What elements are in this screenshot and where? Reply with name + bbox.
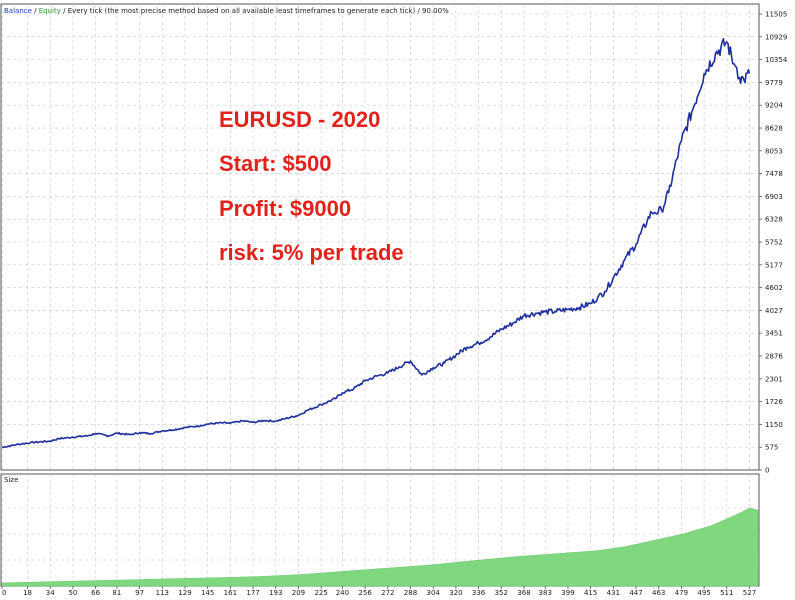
test-description: Every tick (the most precise method base… (68, 7, 416, 15)
y-tick-label: 3451 (765, 330, 783, 338)
x-tick-label: 177 (246, 589, 259, 597)
x-tick-label: 193 (269, 589, 282, 597)
y-tick-label: 7478 (765, 170, 783, 178)
balance-line (1, 38, 751, 449)
x-tick-label: 399 (561, 589, 574, 597)
x-tick-label: 495 (697, 589, 710, 597)
size-panel-title: Size (4, 476, 18, 484)
y-tick-label: 575 (765, 444, 778, 452)
x-tick-label: 511 (720, 589, 733, 597)
x-tick-label: 304 (427, 589, 441, 597)
x-tick-label: 161 (224, 589, 237, 597)
x-tick-label: 81 (112, 589, 121, 597)
x-tick-label: 272 (381, 589, 394, 597)
balance-grid (1, 4, 759, 470)
y-tick-label: 0 (765, 467, 769, 475)
overlay-symbol-year: EURUSD - 2020 (219, 107, 380, 132)
x-tick-label: 415 (584, 589, 597, 597)
size-area (1, 507, 759, 587)
overlay-start: Start: $500 (219, 151, 332, 176)
x-tick-label: 129 (178, 589, 191, 597)
y-tick-label: 1150 (765, 421, 783, 429)
x-tick-label: 527 (743, 589, 756, 597)
x-tick-label: 447 (629, 589, 642, 597)
modelling-quality: 90.00% (422, 7, 449, 15)
legend-balance: Balance (4, 7, 32, 15)
x-tick-label: 479 (675, 589, 688, 597)
y-tick-label: 2876 (765, 353, 783, 361)
x-tick-label: 383 (539, 589, 552, 597)
x-tick-label: 225 (314, 589, 327, 597)
x-tick-label: 97 (135, 589, 144, 597)
y-tick-label: 5177 (765, 261, 783, 269)
x-tick-label: 145 (201, 589, 214, 597)
y-tick-label: 4602 (765, 284, 783, 292)
x-tick-label: 0 (2, 589, 6, 597)
y-tick-label: 10354 (765, 56, 788, 64)
x-tick-label: 50 (68, 589, 77, 597)
y-tick-label: 10929 (765, 33, 787, 41)
balance-y-axis: 0 575 1150 1726 2301 2876 3451 4027 4602 5177 5752… (759, 11, 788, 475)
y-tick-label: 6328 (765, 216, 783, 224)
x-tick-label: 240 (336, 589, 349, 597)
y-tick-label: 9204 (765, 102, 783, 110)
x-tick-label: 209 (292, 589, 305, 597)
x-tick-label: 288 (404, 589, 417, 597)
overlay-profit: Profit: $9000 (219, 196, 351, 221)
x-tick-label: 368 (517, 589, 530, 597)
x-tick-label: 352 (495, 589, 508, 597)
y-tick-label: 1726 (765, 398, 783, 406)
y-tick-label: 4027 (765, 307, 783, 315)
x-tick-label: 320 (449, 589, 462, 597)
x-tick-label: 113 (156, 589, 169, 597)
x-tick-label: 18 (23, 589, 32, 597)
x-tick-label: 336 (472, 589, 486, 597)
y-tick-label: 8628 (765, 125, 783, 133)
x-tick-label: 463 (652, 589, 665, 597)
chart-legend: Balance / Equity / Every tick (the most … (4, 7, 449, 15)
balance-panel (0, 3, 760, 471)
y-tick-label: 5752 (765, 239, 783, 247)
x-tick-label: 66 (91, 589, 100, 597)
overlay-risk: risk: 5% per trade (219, 240, 404, 265)
y-tick-label: 6903 (765, 193, 783, 201)
x-tick-label: 34 (46, 589, 55, 597)
x-axis: 0 18 34 50 66 81 97 113 129 145 161 177 193 209 225 240… (1, 586, 756, 597)
y-tick-label: 11505 (765, 11, 787, 19)
legend-equity: Equity (39, 7, 61, 15)
y-tick-label: 9779 (765, 79, 783, 87)
y-tick-label: 2301 (765, 375, 783, 383)
y-tick-label: 8053 (765, 147, 783, 155)
x-tick-label: 431 (607, 589, 620, 597)
x-tick-label: 256 (358, 589, 372, 597)
